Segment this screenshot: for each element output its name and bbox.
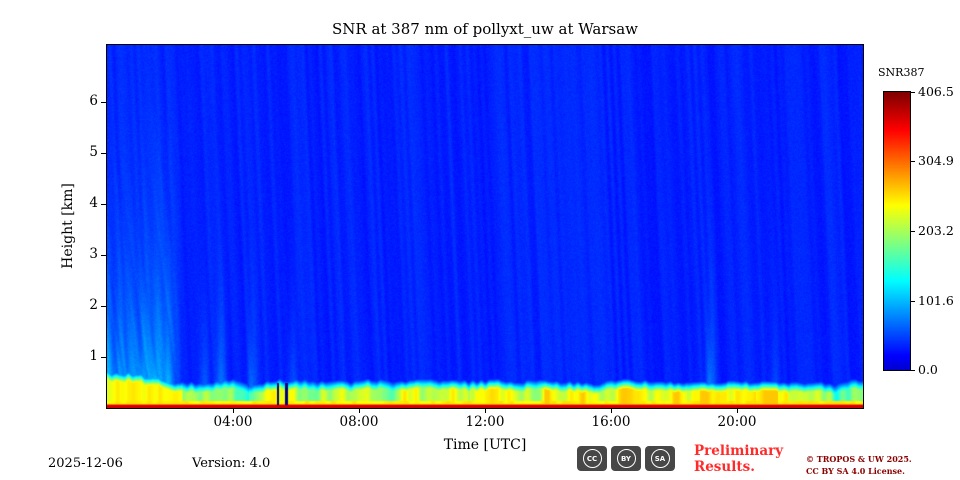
y-tick-label: 1 xyxy=(89,348,98,365)
cc-by-icon: BY xyxy=(616,449,636,468)
license-line-1: © TROPOS & UW 2025. xyxy=(806,454,912,464)
y-tick-mark xyxy=(101,357,106,359)
cc-sa-icon: SA xyxy=(650,449,670,468)
plot-title: SNR at 387 nm of pollyxt_uw at Warsaw xyxy=(331,20,638,38)
x-tick-mark xyxy=(233,409,234,413)
x-tick-mark xyxy=(737,409,738,413)
x-tick-label: 20:00 xyxy=(717,414,757,430)
colorbar-tick-mark xyxy=(911,161,915,163)
y-tick-label: 5 xyxy=(89,144,98,161)
cc-icon: CC xyxy=(582,449,602,468)
version-label: Version: 4.0 xyxy=(192,456,271,471)
cc-by-badge: BY xyxy=(611,446,641,471)
x-tick-label: 04:00 xyxy=(213,414,253,430)
x-tick-mark xyxy=(611,409,612,413)
x-tick-mark xyxy=(485,409,486,413)
y-tick-label: 4 xyxy=(89,195,98,212)
x-tick-label: 16:00 xyxy=(591,414,631,430)
x-tick-mark xyxy=(359,409,360,413)
y-tick-label: 6 xyxy=(89,93,98,110)
colorbar-tick-mark xyxy=(911,300,915,302)
license-note: © TROPOS & UW 2025. CC BY SA 4.0 License… xyxy=(806,453,912,477)
colorbar-tick-mark xyxy=(911,370,915,371)
colorbar-tick-mark xyxy=(911,231,915,233)
snr-heatmap-canvas xyxy=(106,44,864,409)
colorbar-tick-label: 304.9 xyxy=(918,153,954,169)
y-tick-mark xyxy=(101,204,106,206)
y-tick-mark xyxy=(101,306,106,308)
colorbar-tick-label: 0.0 xyxy=(918,362,938,377)
date-label: 2025-12-06 xyxy=(48,456,123,471)
colorbar-tick-label: 101.6 xyxy=(918,292,954,308)
y-tick-mark xyxy=(101,255,106,257)
x-axis-label: Time [UTC] xyxy=(443,437,527,453)
y-tick-label: 3 xyxy=(89,246,98,263)
x-tick-label: 08:00 xyxy=(339,414,379,430)
y-tick-mark xyxy=(101,153,106,155)
preliminary-note: Preliminary Results. xyxy=(694,443,784,475)
license-line-2: CC BY SA 4.0 License. xyxy=(806,466,905,476)
cc-sa-badge: SA xyxy=(645,446,675,471)
colorbar-title: SNR387 xyxy=(878,66,925,79)
colorbar-tick-label: 406.5 xyxy=(918,84,954,99)
cc-license-badges: CC BY SA xyxy=(577,446,675,471)
cc-badge: CC xyxy=(577,446,607,471)
colorbar-tick-label: 203.2 xyxy=(918,223,954,239)
colorbar-tick-mark xyxy=(911,92,915,93)
y-tick-label: 2 xyxy=(89,297,98,314)
x-tick-label: 12:00 xyxy=(465,414,505,430)
y-tick-mark xyxy=(101,102,106,104)
colorbar-gradient xyxy=(883,91,911,371)
